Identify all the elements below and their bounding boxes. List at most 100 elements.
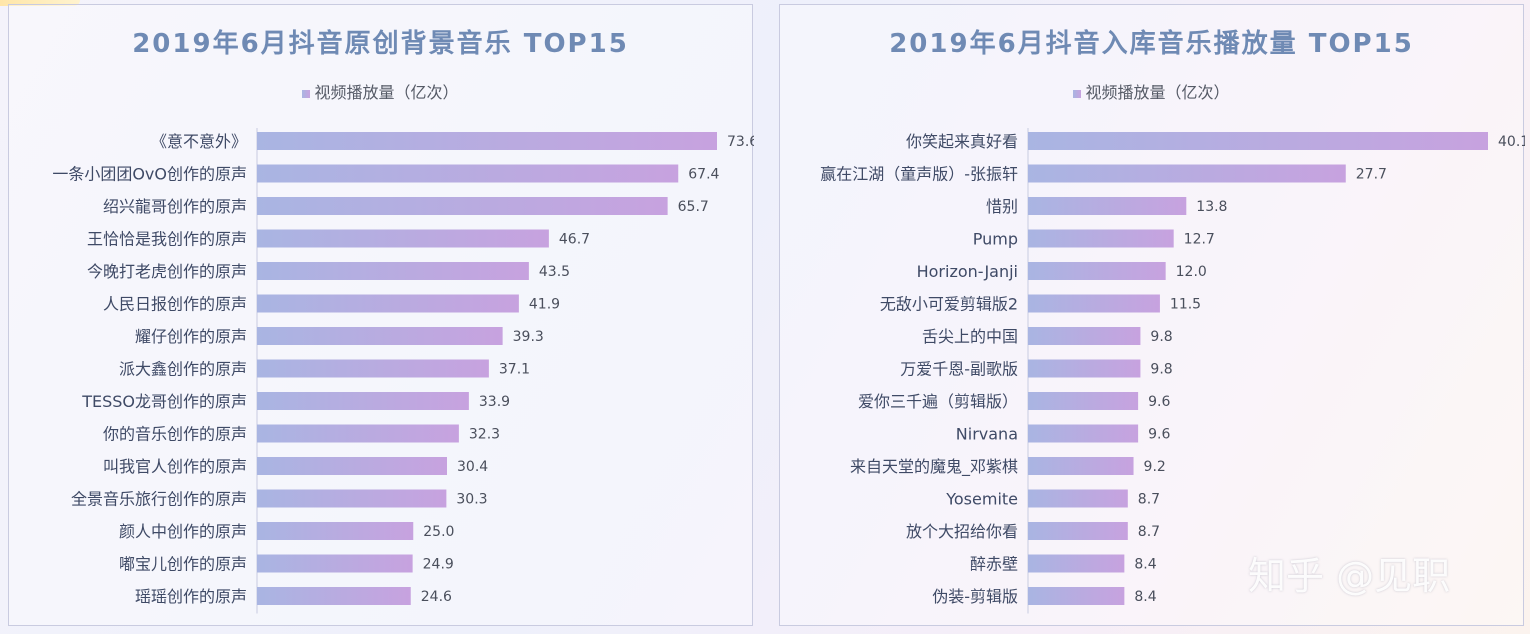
data-label: 33.9	[479, 394, 510, 410]
category-label: 全景音乐旅行创作的原声	[71, 490, 247, 509]
chart-legend: 视频播放量（亿次）	[780, 79, 1523, 103]
category-label: 派大鑫创作的原声	[119, 360, 247, 379]
bar	[1028, 164, 1346, 183]
data-label: 9.8	[1150, 362, 1172, 378]
data-label: 8.4	[1134, 557, 1156, 573]
bar	[257, 457, 447, 475]
category-label: 来自天堂的魔鬼_邓紫棋	[850, 457, 1018, 477]
bar	[1028, 392, 1139, 410]
category-label: 耀仔创作的原声	[135, 327, 247, 346]
legend-label: 视频播放量（亿次）	[1085, 83, 1230, 102]
data-label: 30.4	[457, 459, 488, 475]
bar	[1028, 229, 1174, 248]
category-label: 颜人中创作的原声	[119, 522, 247, 541]
bar	[257, 327, 503, 345]
bar	[1028, 294, 1160, 313]
legend-swatch-icon	[302, 89, 311, 98]
bar	[257, 554, 413, 573]
category-label: 爱你三千遍（剪辑版）	[858, 392, 1018, 411]
category-label: 惜别	[986, 197, 1018, 216]
bar	[1028, 262, 1166, 280]
data-label: 30.3	[456, 492, 487, 508]
data-label: 46.7	[559, 232, 590, 248]
category-label: 今晚打老虎创作的原声	[87, 262, 247, 281]
bar-chart-original-bgm: 《意不意外》 73.6 一条小团团OvO创作的原声 67.4 绍兴龍哥创作的原声 65.7…	[52, 128, 754, 614]
bar	[257, 359, 489, 378]
category-label: 绍兴龍哥创作的原声	[103, 197, 247, 216]
bar	[257, 229, 549, 248]
data-label: 9.6	[1148, 427, 1170, 443]
corner-decoration	[0, 0, 80, 6]
category-label: 万爱千恩-副歌版	[900, 360, 1018, 379]
category-label: 舌尖上的中国	[922, 327, 1018, 346]
category-label: 一条小团团OvO创作的原声	[52, 165, 247, 184]
bar	[257, 587, 411, 605]
bar	[1028, 554, 1125, 573]
legend-swatch-icon	[1073, 89, 1082, 98]
data-label: 9.6	[1148, 394, 1170, 410]
data-label: 24.9	[423, 557, 454, 573]
bar	[1028, 359, 1141, 378]
bar	[257, 489, 447, 508]
data-label: 65.7	[678, 199, 709, 215]
bar	[1028, 327, 1141, 345]
category-label: 人民日报创作的原声	[103, 295, 247, 314]
legend-label: 视频播放量（亿次）	[314, 83, 459, 102]
data-label: 11.5	[1170, 297, 1201, 313]
data-label: 39.3	[513, 329, 544, 345]
bar	[1028, 522, 1128, 540]
data-label: 67.4	[688, 167, 719, 183]
category-label: Pump	[973, 230, 1018, 249]
data-label: 25.0	[423, 524, 454, 540]
bar	[257, 197, 668, 215]
data-label: 32.3	[469, 427, 500, 443]
bar	[257, 522, 414, 540]
data-label: 24.6	[421, 589, 452, 605]
data-label: 9.8	[1150, 329, 1172, 345]
bar	[257, 164, 679, 183]
data-label: 12.0	[1176, 264, 1207, 280]
category-label: 嘟宝儿创作的原声	[119, 555, 247, 574]
data-label: 27.7	[1356, 167, 1387, 183]
category-label: 你的音乐创作的原声	[103, 425, 247, 444]
data-label: 13.8	[1196, 199, 1227, 215]
data-label: 40.1	[1498, 134, 1525, 150]
chart-title: 2019年6月抖音入库音乐播放量 TOP15	[889, 29, 1414, 59]
chart-title: 2019年6月抖音原创背景音乐 TOP15	[132, 29, 629, 59]
bar	[257, 294, 519, 313]
category-label: 叫我官人创作的原声	[103, 457, 247, 476]
data-label: 73.6	[727, 134, 754, 150]
bar	[1028, 132, 1488, 150]
bar	[257, 424, 459, 443]
data-label: 8.7	[1138, 492, 1160, 508]
data-label: 41.9	[529, 297, 560, 313]
chart-panel-original-bgm: 2019年6月抖音原创背景音乐 TOP15 视频播放量（亿次） 《意不意外》 73…	[8, 4, 754, 626]
data-label: 8.7	[1138, 524, 1160, 540]
category-label: Horizon-Janji	[917, 262, 1018, 281]
data-label: 9.2	[1144, 459, 1166, 475]
category-label: Nirvana	[956, 425, 1018, 444]
chart-panel-library-music: 2019年6月抖音入库音乐播放量 TOP15 视频播放量（亿次） 你笑起来真好看…	[779, 4, 1525, 626]
category-label: 王恰恰是我创作的原声	[87, 230, 247, 249]
bar	[1028, 424, 1139, 443]
watermark: 知乎 @见职	[1248, 554, 1451, 598]
category-label: 《意不意外》	[151, 132, 247, 151]
bar	[257, 262, 529, 280]
bar	[257, 392, 469, 410]
bar	[1028, 489, 1128, 508]
category-label: 醉赤壁	[970, 555, 1018, 574]
category-label: 放个大招给你看	[906, 522, 1018, 541]
category-label: 赢在江湖（童声版）-张振轩	[820, 165, 1018, 184]
data-label: 37.1	[499, 362, 530, 378]
category-label: 你笑起来真好看	[906, 132, 1018, 151]
bar	[1028, 457, 1134, 475]
category-label: 瑶瑶创作的原声	[135, 587, 247, 606]
data-label: 8.4	[1134, 589, 1156, 605]
bar	[1028, 587, 1125, 605]
bar	[1028, 197, 1187, 215]
chart-legend: 视频播放量（亿次）	[9, 79, 752, 103]
category-label: 伪装-剪辑版	[932, 587, 1018, 606]
category-label: Yosemite	[945, 490, 1018, 509]
data-label: 43.5	[539, 264, 570, 280]
bar-chart-library-music: 你笑起来真好看 40.1 赢在江湖（童声版）-张振轩 27.7 惜别 13.8 Pump 12…	[820, 128, 1525, 614]
